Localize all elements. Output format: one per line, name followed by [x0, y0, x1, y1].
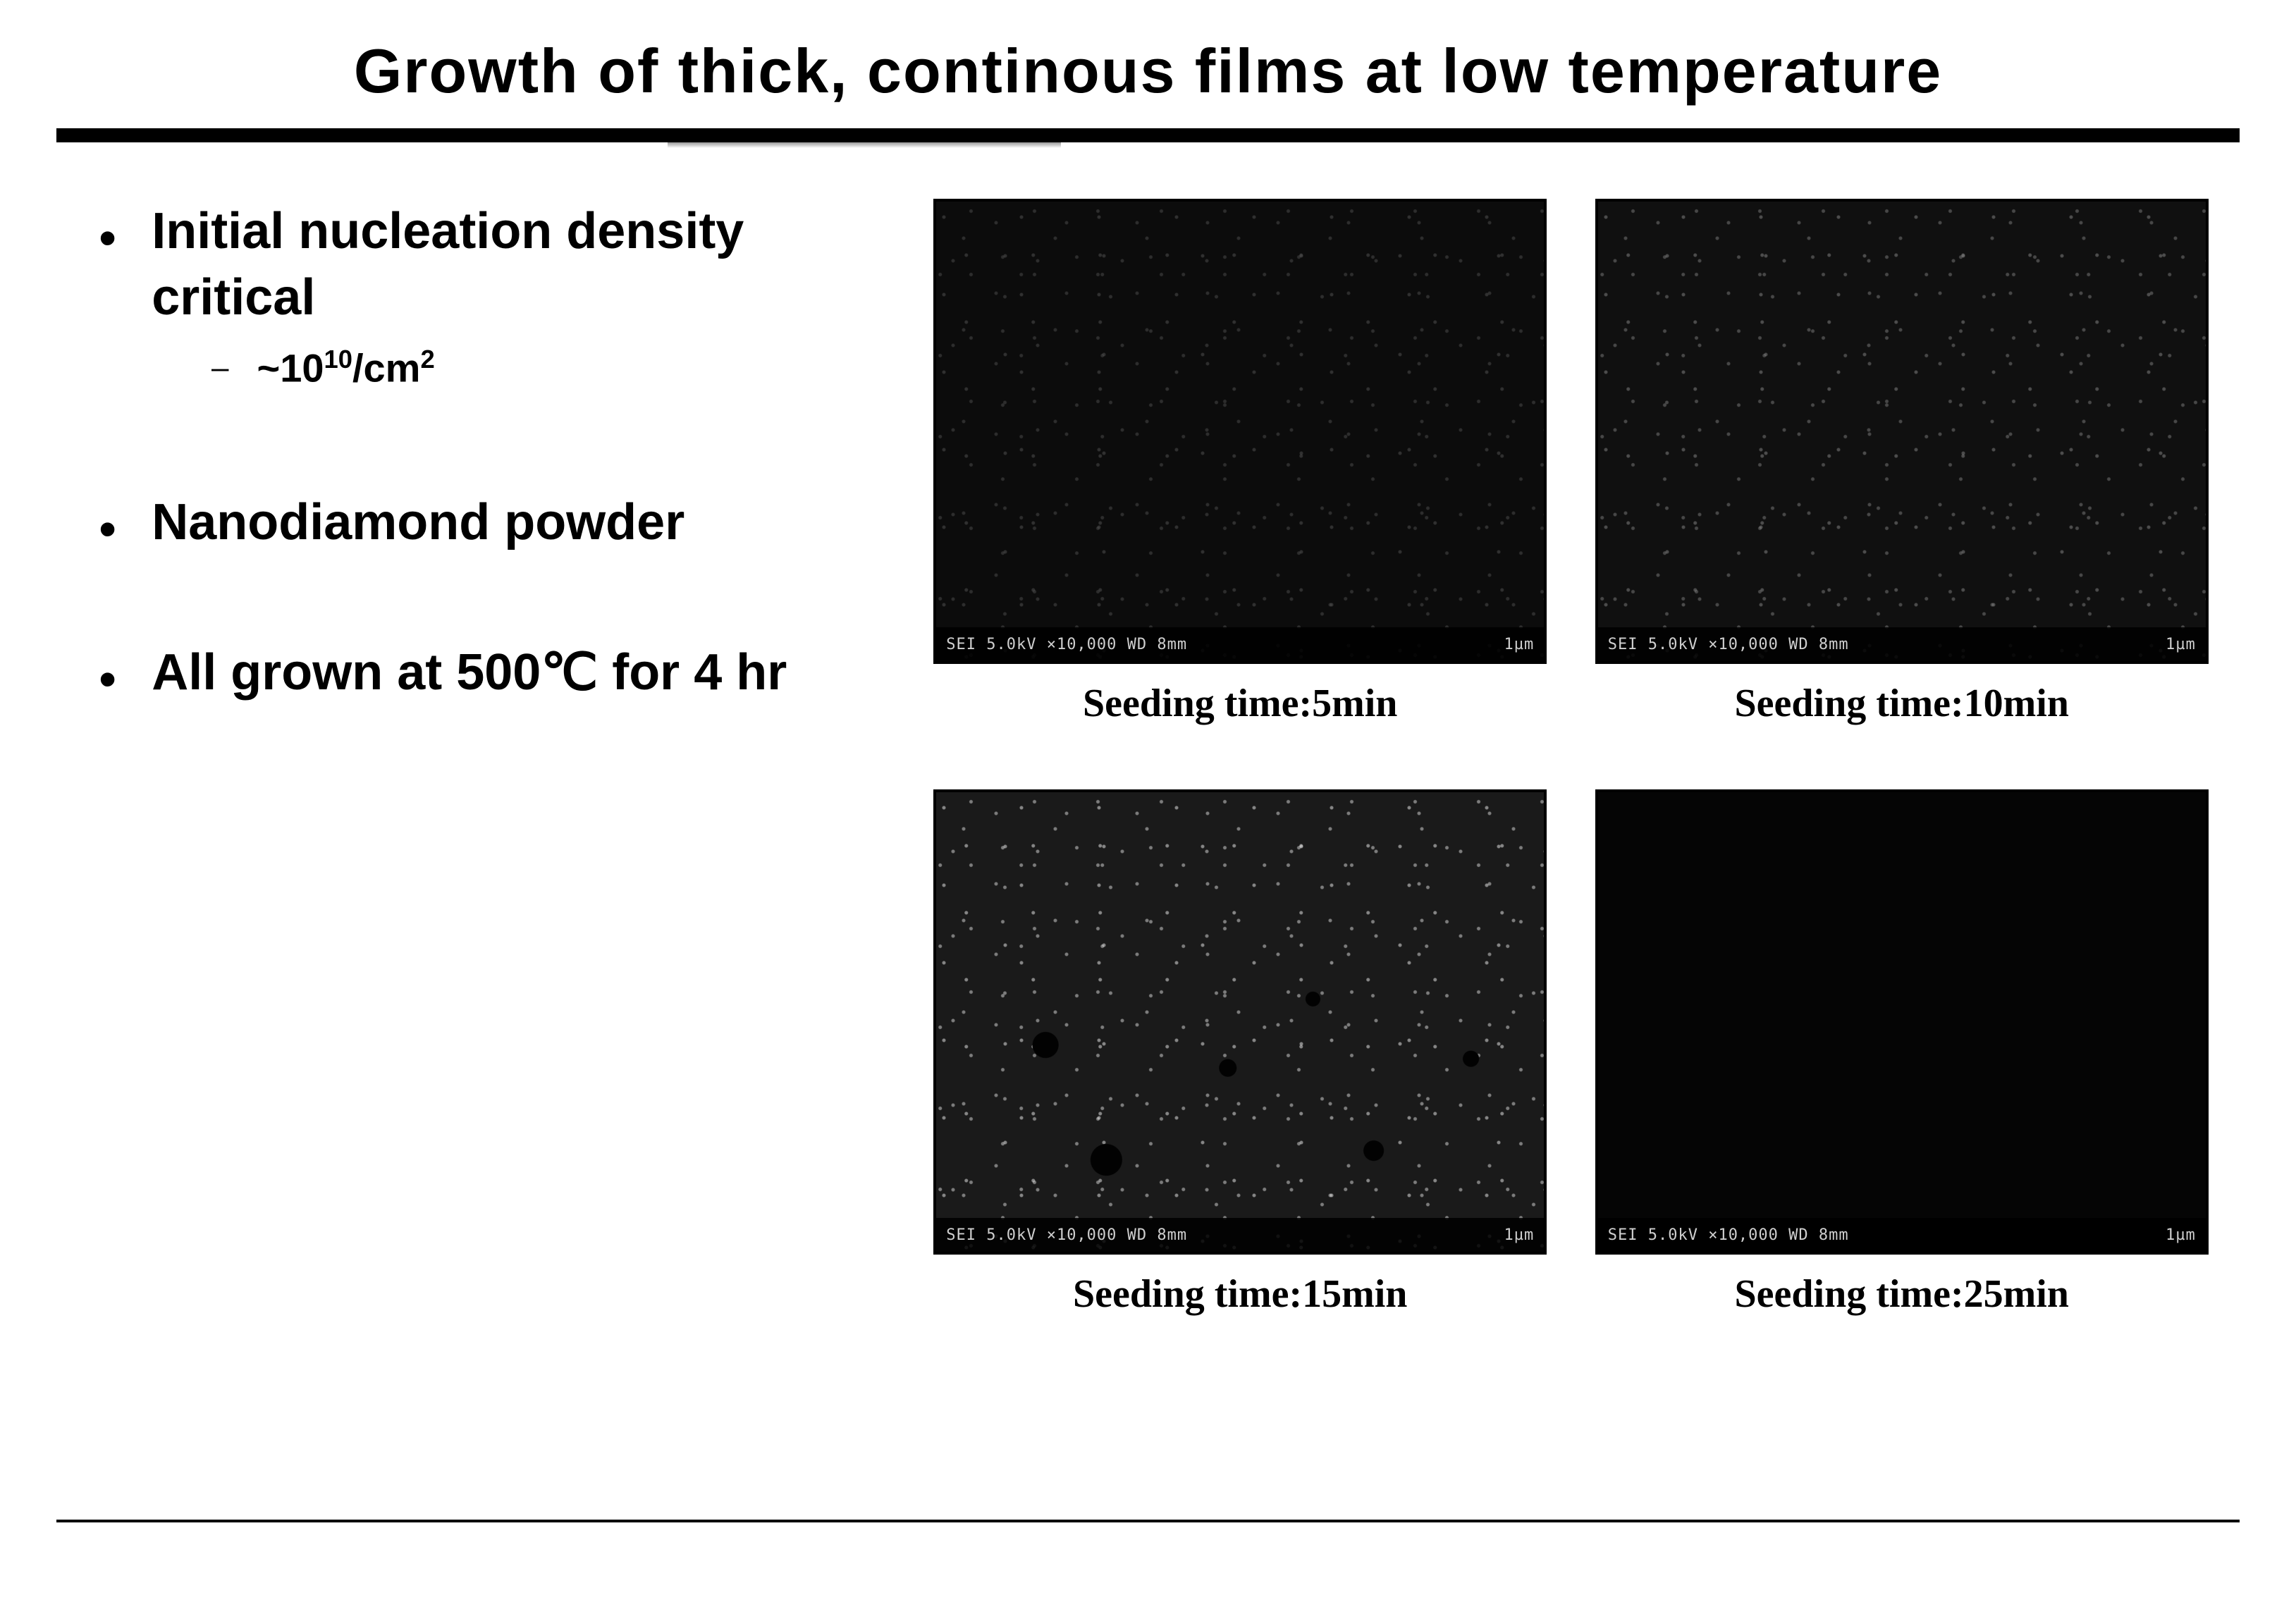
sub-prefix: ~10: [257, 346, 324, 390]
bullet-1-sub: – ~1010/cm2: [211, 345, 888, 391]
bullet-2-text: Nanodiamond powder: [152, 490, 684, 556]
caption-10min: Seeding time:10min: [1735, 681, 2069, 726]
figure-panel-5min: SEI 5.0kV ×10,000 WD 8mm 1µm Seeding tim…: [931, 199, 1550, 726]
bullet-1-text: Initial nucleation density critical: [152, 199, 888, 331]
sub-exponent-1: 10: [324, 345, 352, 374]
figure-panel-25min: SEI 5.0kV ×10,000 WD 8mm 1µm Seeding tim…: [1592, 789, 2212, 1317]
caption-5min: Seeding time:5min: [1083, 681, 1397, 726]
sem-bar-left: SEI 5.0kV ×10,000 WD 8mm: [1608, 1226, 1849, 1244]
micrograph-10min: SEI 5.0kV ×10,000 WD 8mm 1µm: [1595, 199, 2209, 664]
footer-rule: [56, 1520, 2240, 1522]
sem-info-bar: SEI 5.0kV ×10,000 WD 8mm 1µm: [936, 627, 1544, 661]
bullet-list: • Initial nucleation density critical – …: [56, 199, 888, 1317]
sem-bar-left: SEI 5.0kV ×10,000 WD 8mm: [946, 636, 1187, 653]
figure-panel-10min: SEI 5.0kV ×10,000 WD 8mm 1µm Seeding tim…: [1592, 199, 2212, 726]
sub-exponent-2: 2: [420, 345, 434, 374]
bullet-1-sub-text: ~1010/cm2: [257, 345, 434, 391]
caption-15min: Seeding time:15min: [1073, 1272, 1407, 1317]
dash-icon: –: [211, 350, 228, 386]
sem-info-bar: SEI 5.0kV ×10,000 WD 8mm 1µm: [1598, 627, 2206, 661]
sem-info-bar: SEI 5.0kV ×10,000 WD 8mm 1µm: [1598, 1218, 2206, 1252]
speckle-texture: [936, 792, 1544, 1252]
micrograph-15min: SEI 5.0kV ×10,000 WD 8mm 1µm: [933, 789, 1547, 1255]
micrograph-25min: SEI 5.0kV ×10,000 WD 8mm 1µm: [1595, 789, 2209, 1255]
bullet-1: • Initial nucleation density critical: [99, 199, 888, 331]
content-area: • Initial nucleation density critical – …: [56, 199, 2240, 1317]
sub-suffix: /cm: [352, 346, 421, 390]
bullet-dot-icon: •: [99, 504, 116, 555]
micrograph-5min: SEI 5.0kV ×10,000 WD 8mm 1µm: [933, 199, 1547, 664]
sem-info-bar: SEI 5.0kV ×10,000 WD 8mm 1µm: [936, 1218, 1544, 1252]
title-rule: [56, 128, 2240, 142]
sem-bar-left: SEI 5.0kV ×10,000 WD 8mm: [946, 1226, 1187, 1244]
sem-bar-right: 1µm: [2166, 1226, 2196, 1244]
slide: Growth of thick, continous films at low …: [0, 0, 2296, 1607]
bullet-3-text: All grown at 500℃ for 4 hr: [152, 640, 787, 706]
bullet-3: • All grown at 500℃ for 4 hr: [99, 640, 888, 706]
sem-bar-left: SEI 5.0kV ×10,000 WD 8mm: [1608, 636, 1849, 653]
bullet-2: • Nanodiamond powder: [99, 490, 888, 556]
speckle-texture: [936, 202, 1544, 661]
figure-panel-15min: SEI 5.0kV ×10,000 WD 8mm 1µm Seeding tim…: [931, 789, 1550, 1317]
caption-25min: Seeding time:25min: [1735, 1272, 2069, 1317]
figure-grid: SEI 5.0kV ×10,000 WD 8mm 1µm Seeding tim…: [931, 199, 2240, 1317]
sem-bar-right: 1µm: [1504, 636, 1535, 653]
sem-bar-right: 1µm: [2166, 636, 2196, 653]
speckle-texture: [1598, 202, 2206, 661]
sem-bar-right: 1µm: [1504, 1226, 1535, 1244]
bullet-dot-icon: •: [99, 654, 116, 705]
page-title: Growth of thick, continous films at low …: [56, 35, 2240, 107]
bullet-dot-icon: •: [99, 213, 116, 264]
